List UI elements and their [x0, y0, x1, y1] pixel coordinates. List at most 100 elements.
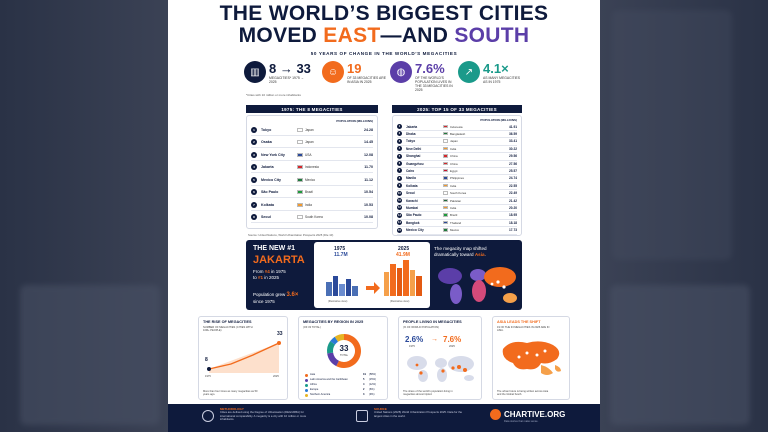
city-name: Osaka [261, 140, 272, 144]
kpi-strip: ▥ 8 → 33 MEGACITIES* 1975 → 2025 ☺ 19 OF… [244, 61, 544, 92]
card-title: THE RISE OF MEGACITIES [203, 320, 252, 324]
table-row: 7 Cairo Egypt 25.57 [397, 167, 517, 175]
city-name: Tokyo [261, 127, 272, 132]
flag-icon [443, 161, 448, 165]
city-name: Dhaka [406, 131, 416, 136]
year-1975: 1975 [334, 246, 346, 252]
card-subtitle: (% OF WORLD POPULATION) [403, 326, 439, 329]
population-value: 12.08 [364, 152, 373, 157]
table-row: 8 Seoul South Korea 10.08 [251, 213, 373, 223]
flag-icon [443, 139, 448, 143]
people-icon: ☺ [322, 61, 344, 83]
rank-badge: 4 [397, 146, 402, 152]
city-name: Tokyo [406, 139, 416, 144]
legend-item: Northern America 3 (9%) [305, 393, 385, 398]
city-name: Mexico City [406, 228, 424, 233]
region-legend: Asia 19 (58%) Latin America and the Caribbe… [305, 373, 385, 398]
table-row: 10 Seoul South Korea 22.49 [397, 190, 517, 197]
table-row: 5 Mexico City Mexico 11.12 [251, 175, 373, 185]
population-value: 27.56 [509, 161, 517, 166]
legend-percent: (9%) [369, 393, 375, 396]
country-name: Thailand [450, 220, 462, 225]
table-row: 1 Jakarta Indonesia 41.91 [397, 123, 517, 131]
table-row: 9 Kolkata India 22.55 [397, 182, 517, 190]
legend-value: 5 [363, 378, 365, 381]
card-asia-leads: ASIA LEADS THE SHIFT 19 OF THE 33 MEGACI… [492, 316, 570, 400]
poster-footer: METHODOLOGY Cities are defined using the … [168, 404, 600, 432]
population-value: 22.49 [509, 191, 517, 196]
chartive-logo: CHARTIVE.ORG Data stories that make sense… [504, 410, 566, 423]
population-value: 30.22 [509, 146, 517, 151]
card-subtitle: (OF 33 TOTAL) [303, 326, 321, 329]
arrow-icon: → [431, 336, 438, 343]
table-row: 3 Tokyo Japan 33.41 [397, 138, 517, 146]
legend-percent: (15%) [369, 378, 376, 381]
rank-badge: 8 [251, 214, 257, 220]
city-name: Karachi [406, 198, 418, 203]
growth-icon: ↗ [458, 61, 480, 83]
legend-item: Latin America and the Caribbean 5 (15%) [305, 378, 385, 383]
legend-name: Latin America and the Caribbean [310, 378, 348, 381]
hero-growth-text: Population grew 3.6× since 1975 [253, 292, 299, 304]
legend-name: Northern America [310, 393, 331, 396]
chartive-logo-icon [490, 409, 501, 420]
rank-badge: 5 [397, 153, 402, 159]
table-row: 11 Karachi Pakistan 21.42 [397, 197, 517, 205]
donut-slice-europe [330, 336, 339, 345]
table-row: 2 Osaka Japan 14.45 [251, 138, 373, 148]
rank-badge: 6 [251, 189, 257, 195]
flag-icon [443, 176, 448, 180]
panel-1975: POPULATION (MILLIONS) 1 Tokyo Japan 24.28 2 O… [246, 115, 378, 229]
population-value: 25.57 [509, 168, 517, 173]
card-footnote: The urban future is being written across… [497, 389, 549, 396]
map-caption: The megacity map shifted dramatically to… [434, 246, 487, 257]
population-value: 33.41 [509, 139, 517, 144]
country-name: India [450, 183, 457, 188]
year-2025: 2025 [398, 246, 410, 252]
kpi-footnote: *Cities with 10 million or more inhabita… [246, 93, 301, 97]
flag-icon [443, 198, 448, 202]
card-by-region: MEGACITIES BY REGION IN 2025 (OF 33 TOTA… [298, 316, 388, 400]
donut-center-label: TOTAL [339, 354, 349, 357]
rise-line-chart [207, 341, 281, 373]
city-name: Kolkata [261, 202, 274, 207]
population-value: 24.28 [364, 127, 373, 132]
title-line-2: MOVED EAST—AND SOUTH [238, 24, 530, 47]
population-value: 17.73 [509, 228, 517, 233]
row-divider [251, 184, 373, 185]
infographic-poster: THE WORLD’S BIGGEST CITIES MOVED EAST—AN… [168, 0, 600, 432]
flag-icon [443, 205, 448, 210]
source-block: SOURCE United Nations (2025) World Urbani… [374, 407, 463, 418]
rank-badge: 7 [397, 168, 402, 174]
flag-icon [443, 228, 448, 232]
city-name: New York City [261, 152, 285, 157]
source-icon [356, 410, 368, 422]
rank-badge: 10 [397, 190, 402, 196]
rank-badge: 2 [251, 139, 257, 145]
table-row: 6 Guangzhou China 27.56 [397, 160, 517, 168]
source-note: Source: United Nations, World Urbanizati… [248, 233, 334, 237]
flag-icon [297, 152, 303, 157]
city-name: São Paulo [261, 190, 279, 194]
flag-icon [443, 168, 448, 173]
flag-icon [297, 202, 303, 207]
country-name: South Korea [305, 215, 323, 219]
table-row: 3 New York City USA 12.08 [251, 150, 373, 160]
city-name: Bangkok [406, 220, 420, 225]
table-row: 14 Bangkok Thailand 18.18 [397, 219, 517, 227]
country-name: India [305, 202, 312, 207]
column-header: POPULATION (MILLIONS) [336, 119, 373, 123]
table-row: 12 Mumbai India 20.20 [397, 204, 517, 212]
country-name: Japan [305, 127, 314, 132]
rank-badge: 6 [397, 161, 402, 166]
skyline-comparison: 1975 11.7M 2025 41.9M (Illustrative view… [314, 242, 430, 308]
point-1975 [207, 367, 211, 371]
card-title: MEGACITIES BY REGION IN 2025 [303, 320, 364, 324]
flag-icon [297, 165, 303, 169]
row-divider [251, 209, 373, 210]
share-2025: 7.6% [443, 335, 462, 344]
legend-item: Europe 2 (6%) [305, 388, 385, 393]
illustration-caption-2025: (Illustrative view) [390, 300, 410, 303]
population-value: 10.54 [364, 190, 373, 194]
rank-badge: 3 [251, 151, 257, 158]
